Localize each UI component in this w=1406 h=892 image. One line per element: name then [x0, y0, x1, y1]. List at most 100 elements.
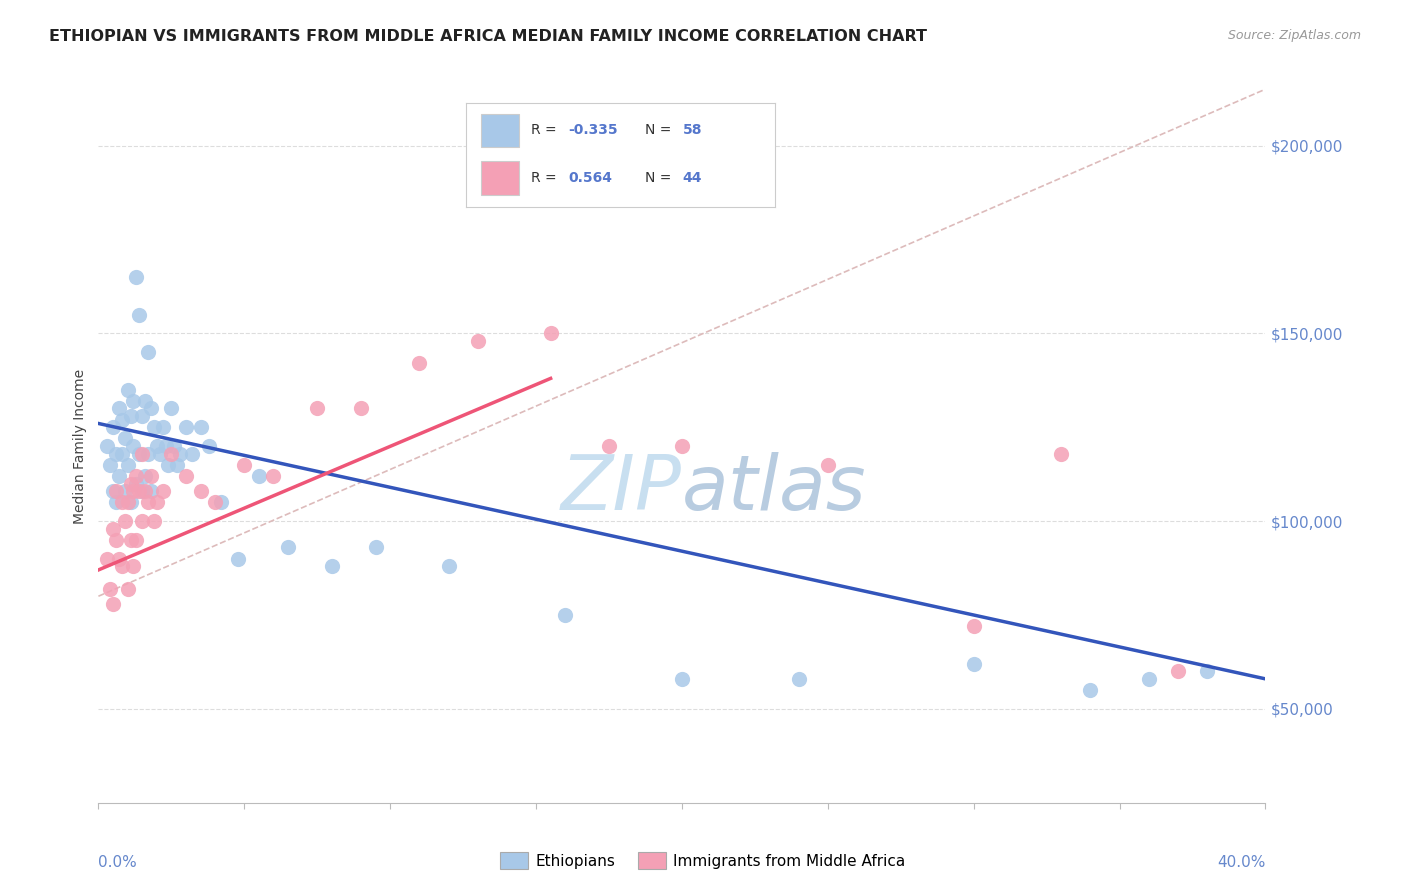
Point	[408, 356, 430, 370]
Point	[114, 484, 136, 499]
Point	[104, 533, 127, 547]
Point	[198, 439, 221, 453]
Point	[98, 458, 121, 472]
Point	[169, 446, 191, 460]
Point	[228, 551, 250, 566]
Point	[787, 672, 810, 686]
Point	[160, 446, 183, 460]
Point	[114, 432, 136, 446]
Point	[554, 607, 576, 622]
Point	[98, 582, 121, 596]
Point	[321, 559, 343, 574]
Point	[117, 383, 139, 397]
Point	[120, 409, 142, 423]
Point	[598, 439, 620, 453]
Point	[233, 458, 256, 472]
Point	[139, 484, 162, 499]
Point	[152, 420, 174, 434]
Point	[350, 401, 373, 416]
Point	[136, 495, 159, 509]
Point	[101, 522, 124, 536]
Point	[1050, 446, 1073, 460]
Point	[131, 446, 153, 460]
Point	[467, 334, 489, 348]
Point	[114, 514, 136, 528]
Point	[1167, 665, 1189, 679]
Text: Source: ZipAtlas.com: Source: ZipAtlas.com	[1227, 29, 1361, 43]
Point	[190, 420, 212, 434]
Point	[108, 401, 131, 416]
Point	[204, 495, 226, 509]
Point	[160, 401, 183, 416]
Point	[120, 476, 142, 491]
Point	[962, 619, 984, 633]
Point	[817, 458, 839, 472]
Point	[104, 446, 127, 460]
Point	[128, 484, 150, 499]
Point	[146, 495, 169, 509]
Point	[108, 551, 131, 566]
Point	[122, 559, 145, 574]
Point	[139, 469, 162, 483]
Point	[307, 401, 329, 416]
Point	[152, 484, 174, 499]
Y-axis label: Median Family Income: Median Family Income	[73, 368, 87, 524]
Point	[262, 469, 284, 483]
Point	[190, 484, 212, 499]
Point	[136, 345, 159, 359]
Point	[166, 458, 188, 472]
Point	[142, 514, 165, 528]
Point	[962, 657, 984, 671]
Point	[1080, 683, 1102, 698]
Point	[134, 484, 156, 499]
Point	[101, 420, 124, 434]
Point	[128, 446, 150, 460]
Point	[139, 401, 162, 416]
Point	[125, 476, 148, 491]
Point	[96, 551, 118, 566]
Point	[134, 469, 156, 483]
Point	[146, 439, 169, 453]
Legend: Ethiopians, Immigrants from Middle Africa: Ethiopians, Immigrants from Middle Afric…	[495, 846, 911, 875]
Point	[136, 446, 159, 460]
Point	[671, 672, 693, 686]
Point	[174, 469, 197, 483]
Point	[671, 439, 693, 453]
Point	[108, 469, 131, 483]
Point	[134, 393, 156, 408]
Point	[157, 458, 180, 472]
Point	[1137, 672, 1160, 686]
Point	[437, 559, 460, 574]
Point	[117, 582, 139, 596]
Point	[1195, 665, 1218, 679]
Point	[111, 559, 134, 574]
Point	[101, 597, 124, 611]
Point	[155, 439, 177, 453]
Text: atlas: atlas	[682, 452, 866, 525]
Point	[117, 495, 139, 509]
Point	[180, 446, 202, 460]
Point	[101, 484, 124, 499]
Point	[128, 308, 150, 322]
Point	[131, 484, 153, 499]
Point	[120, 495, 142, 509]
Point	[540, 326, 562, 341]
Text: 0.0%: 0.0%	[98, 855, 138, 871]
Point	[125, 469, 148, 483]
Point	[209, 495, 232, 509]
Point	[117, 458, 139, 472]
Point	[122, 393, 145, 408]
Point	[96, 439, 118, 453]
Point	[142, 420, 165, 434]
Point	[111, 495, 134, 509]
Point	[364, 541, 387, 555]
Text: 40.0%: 40.0%	[1218, 855, 1265, 871]
Point	[131, 409, 153, 423]
Point	[131, 514, 153, 528]
Point	[104, 484, 127, 499]
Point	[122, 484, 145, 499]
Point	[111, 413, 134, 427]
Point	[163, 439, 186, 453]
Point	[104, 495, 127, 509]
Text: ZIP: ZIP	[561, 452, 682, 525]
